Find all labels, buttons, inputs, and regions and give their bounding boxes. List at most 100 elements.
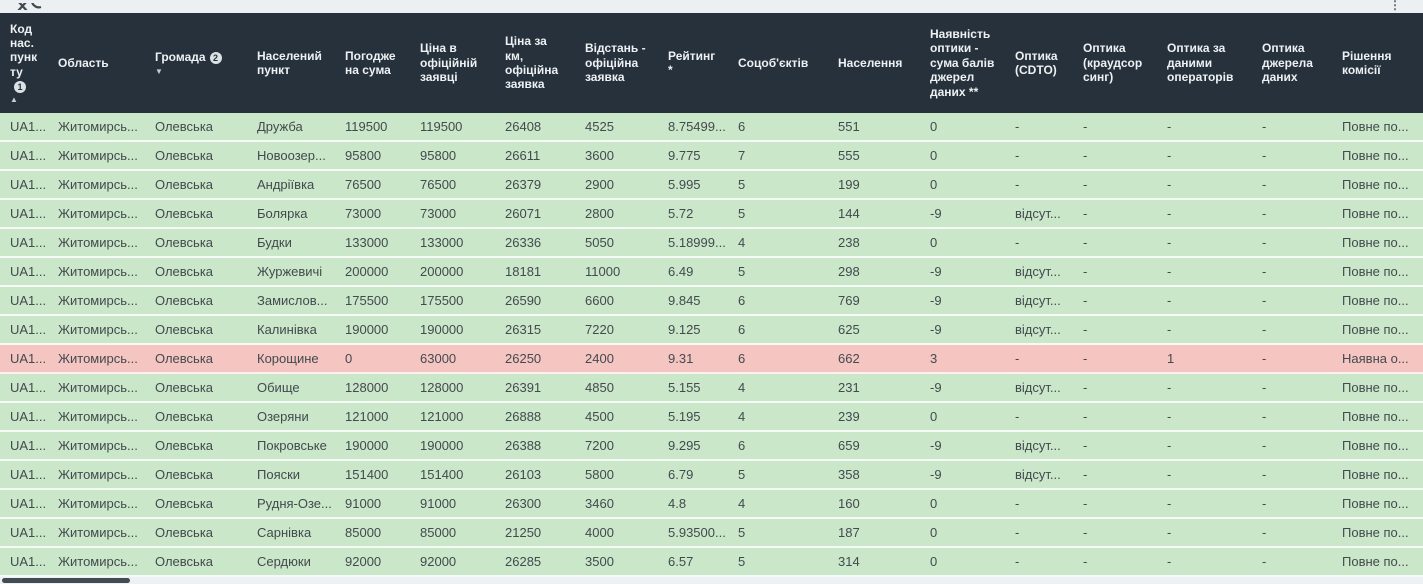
table-row[interactable]: UA1... Житомирсь... Олевська Сарнівка 85000 8… <box>0 519 1423 548</box>
column-label: Оптика джерела даних <box>1262 41 1313 85</box>
table-row[interactable]: UA1... Житомирсь... Олевська Будки 133000 133… <box>0 229 1423 258</box>
cell: - <box>1157 374 1252 403</box>
column-header-0[interactable]: Код нас. пункту1 ▲ <box>0 13 48 113</box>
cell: Олевська <box>145 258 247 287</box>
table-row[interactable]: UA1... Житомирсь... Олевська Новоозер... 958… <box>0 142 1423 171</box>
cell: Андріївка <box>247 171 335 200</box>
cell: 199 <box>828 171 920 200</box>
column-header-7[interactable]: Відстань - офіційна заявка <box>575 13 658 113</box>
table-row[interactable]: UA1... Житомирсь... Олевська Журжевичі 20000… <box>0 258 1423 287</box>
cell: 119500 <box>410 113 495 142</box>
cell: Сарнівка <box>247 519 335 548</box>
cell: Покровське <box>247 432 335 461</box>
column-header-14[interactable]: Оптика за даними операторів <box>1157 13 1252 113</box>
cell: 1 <box>1157 345 1252 374</box>
column-header-5[interactable]: Ціна в офіційній заявці <box>410 13 495 113</box>
sort-asc-icon[interactable]: ▲ <box>10 95 18 105</box>
cell: Повне по... <box>1332 200 1423 229</box>
cell: UA1... <box>0 461 48 490</box>
cell: 11000 <box>575 258 658 287</box>
cell: 6.49 <box>658 258 728 287</box>
horizontal-scrollbar-thumb[interactable] <box>2 578 130 583</box>
cell: 187 <box>828 519 920 548</box>
cell: 5 <box>728 519 828 548</box>
column-header-3[interactable]: Населений пункт <box>247 13 335 113</box>
table-row[interactable]: UA1... Житомирсь... Олевська Покровське 1900… <box>0 432 1423 461</box>
cell: Повне по... <box>1332 258 1423 287</box>
column-header-10[interactable]: Населення <box>828 13 920 113</box>
cell: Житомирсь... <box>48 432 145 461</box>
cell: 92000 <box>335 548 410 577</box>
info-badge-icon[interactable]: 1 <box>14 80 26 93</box>
table-row[interactable]: UA1... Житомирсь... Олевська Обище 128000 128… <box>0 374 1423 403</box>
cell: 76500 <box>410 171 495 200</box>
kebab-menu-icon[interactable]: ⋮ <box>1389 0 1401 12</box>
cell: 63000 <box>410 345 495 374</box>
cell: Повне по... <box>1332 519 1423 548</box>
column-label: Відстань - офіційна заявка <box>585 41 646 85</box>
clipped-toolbar-icon[interactable] <box>14 0 44 10</box>
cell: 26888 <box>495 403 575 432</box>
cell: - <box>1157 200 1252 229</box>
cell: 9.125 <box>658 316 728 345</box>
info-badge-icon[interactable]: 2 <box>209 52 222 65</box>
cell: - <box>1073 200 1157 229</box>
sort-desc-icon[interactable]: ▼ <box>155 66 163 76</box>
cell: - <box>1073 316 1157 345</box>
cell: 92000 <box>410 548 495 577</box>
cell: UA1... <box>0 258 48 287</box>
column-header-11[interactable]: Наявність оптики - сума балів джерел дан… <box>920 13 1005 113</box>
cell: 4.8 <box>658 490 728 519</box>
table-row[interactable]: UA1... Житомирсь... Олевська Сердюки 92000 92… <box>0 548 1423 577</box>
cell: 7 <box>728 142 828 171</box>
column-header-12[interactable]: Оптика (CDTO) <box>1005 13 1073 113</box>
cell: - <box>1252 432 1332 461</box>
cell: Пояски <box>247 461 335 490</box>
table-row[interactable]: UA1... Житомирсь... Олевська Корощине 0 63000… <box>0 345 1423 374</box>
table-row[interactable]: UA1... Житомирсь... Олевська Калинівка 19000… <box>0 316 1423 345</box>
cell: відсут... <box>1005 287 1073 316</box>
table-row[interactable]: UA1... Житомирсь... Олевська Рудня-Озе... 91… <box>0 490 1423 519</box>
cell: - <box>1005 345 1073 374</box>
cell: 151400 <box>410 461 495 490</box>
cell: 190000 <box>335 432 410 461</box>
cell: Повне по... <box>1332 432 1423 461</box>
cell: 3460 <box>575 490 658 519</box>
column-label: Населений пункт <box>257 48 322 77</box>
column-header-6[interactable]: Ціна за км, офіційна заявка <box>495 13 575 113</box>
cell: 4525 <box>575 113 658 142</box>
cell: 128000 <box>335 374 410 403</box>
partial-search-icon <box>17 0 42 10</box>
column-header-1[interactable]: Область <box>48 13 145 113</box>
column-header-8[interactable]: Рейтинг * <box>658 13 728 113</box>
table-row[interactable]: UA1... Житомирсь... Олевська Озеряни 121000 1… <box>0 403 1423 432</box>
table-row[interactable]: UA1... Житомирсь... Олевська Замислов... 175… <box>0 287 1423 316</box>
cell: 91000 <box>335 490 410 519</box>
cell: UA1... <box>0 287 48 316</box>
cell: - <box>1157 113 1252 142</box>
cell: Житомирсь... <box>48 229 145 258</box>
cell: Замислов... <box>247 287 335 316</box>
table-row[interactable]: UA1... Житомирсь... Олевська Болярка 73000 73… <box>0 200 1423 229</box>
cell: -9 <box>920 200 1005 229</box>
cell: 0 <box>920 229 1005 258</box>
cell: 3 <box>920 345 1005 374</box>
cell: - <box>1073 171 1157 200</box>
table-row[interactable]: UA1... Житомирсь... Олевська Пояски 151400 15… <box>0 461 1423 490</box>
column-header-2[interactable]: Громада 2 ▼ <box>145 13 247 113</box>
column-header-15[interactable]: Оптика джерела даних <box>1252 13 1332 113</box>
cell: 4 <box>728 490 828 519</box>
cell: 5 <box>728 200 828 229</box>
column-header-13[interactable]: Оптика (краудсорсинг) <box>1073 13 1157 113</box>
cell: 26391 <box>495 374 575 403</box>
column-header-9[interactable]: Соцоб'єктів <box>728 13 828 113</box>
cell: 133000 <box>410 229 495 258</box>
table-row[interactable]: UA1... Житомирсь... Олевська Андріївка 76500… <box>0 171 1423 200</box>
column-header-4[interactable]: Погоджена сума <box>335 13 410 113</box>
column-header-16[interactable]: Рішення комісії <box>1332 13 1423 113</box>
table-row[interactable]: UA1... Житомирсь... Олевська Дружба 119500 11… <box>0 113 1423 142</box>
cell: 769 <box>828 287 920 316</box>
cell: 5 <box>728 461 828 490</box>
cell: 95800 <box>335 142 410 171</box>
cell: - <box>1073 403 1157 432</box>
